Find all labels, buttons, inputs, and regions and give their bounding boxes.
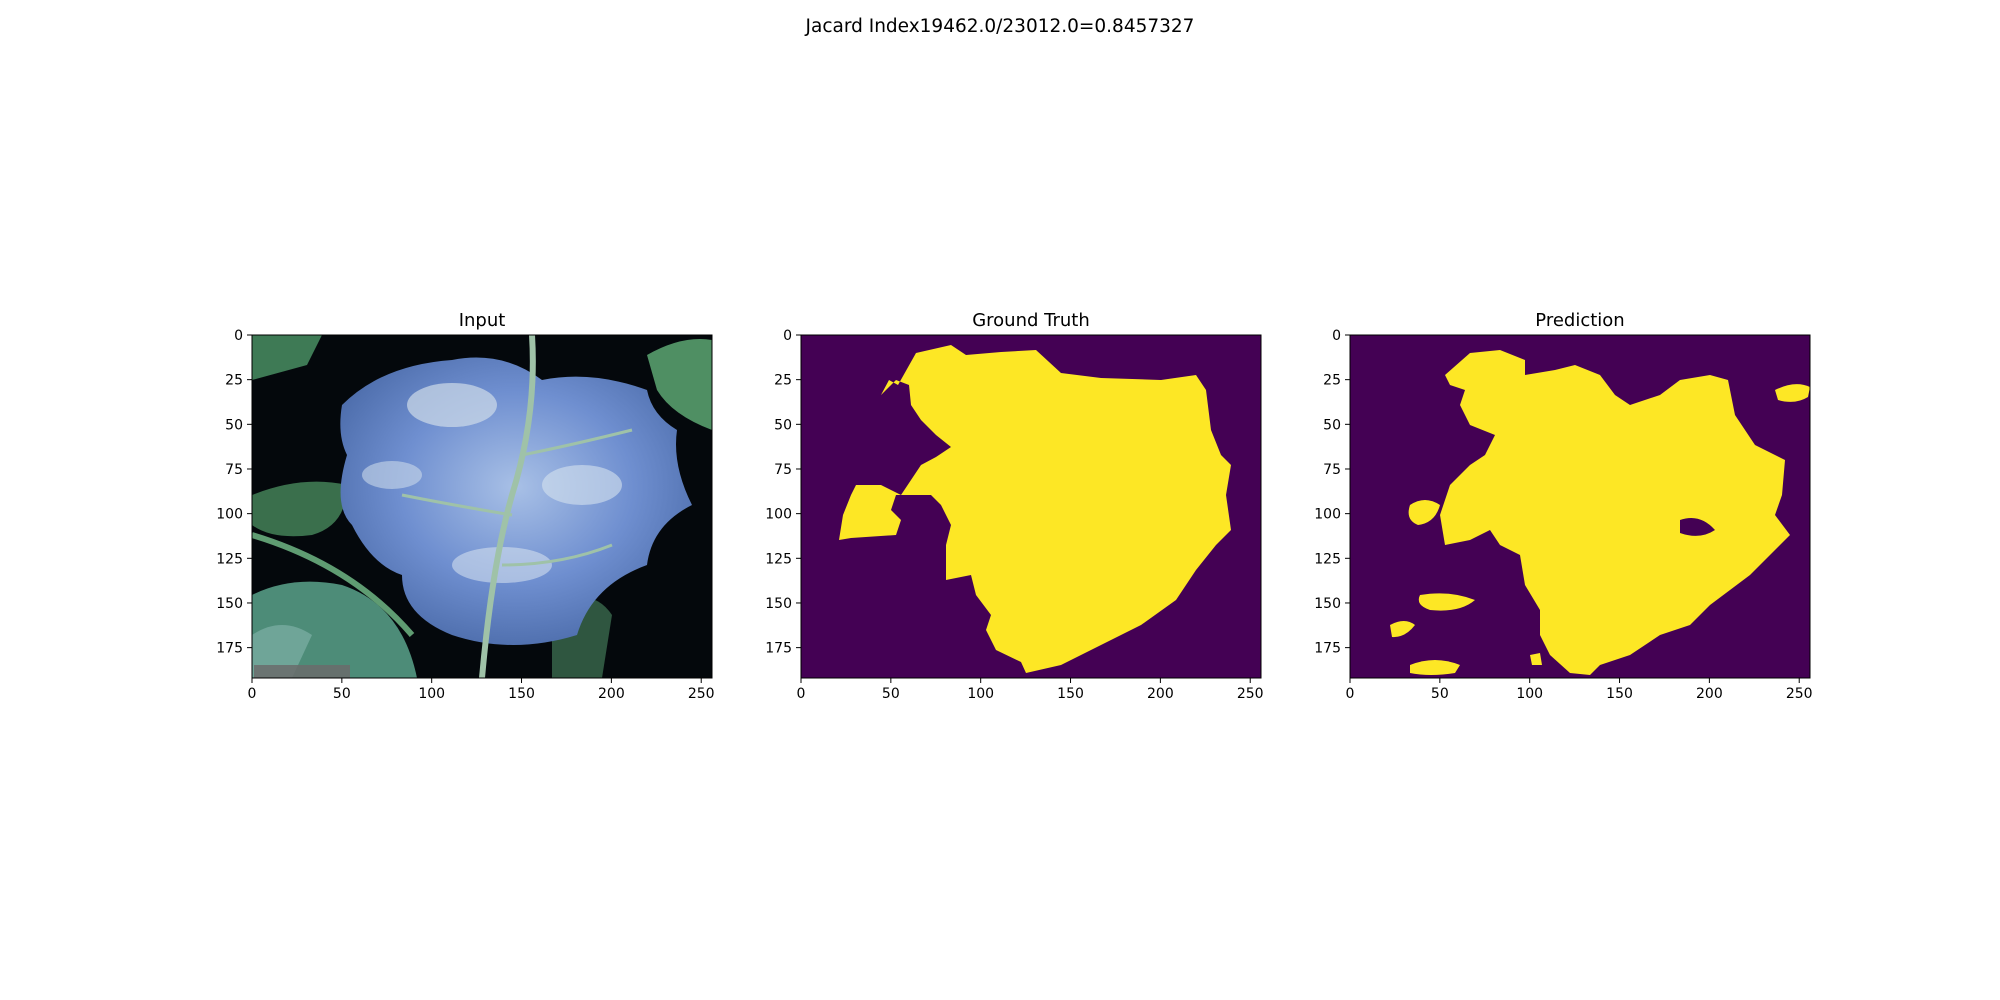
prediction-mask [1440,350,1790,675]
prediction-y-tick-label: 0 [1332,328,1341,344]
ground-truth-x-tick-label: 0 [797,686,806,702]
ground-truth-y-tick-label: 125 [765,551,792,567]
prediction-panel-title: Prediction [1535,310,1625,331]
prediction-blob-left [1408,500,1440,525]
prediction-axes: 0 50 100 150 200 250 0 25 50 75 100 125 150 175 [1314,328,1812,702]
ground-truth-axes-frame [800,334,1262,679]
ground-truth-x-ticks: 0 50 100 150 200 250 [797,678,1264,702]
ground-truth-x-tick-label: 100 [967,686,994,702]
figure-title: Jacard Index19462.0/23012.0=0.8457327 [805,16,1195,37]
prediction-x-ticks: 0 50 100 150 200 250 [1346,678,1813,702]
ground-truth-y-tick-label: 50 [774,417,792,433]
ground-truth-mask [839,345,1231,673]
ground-truth-axes: 0 50 100 150 200 250 0 25 50 75 100 125 150 175 [765,328,1263,702]
input-y-tick-label: 125 [216,551,243,567]
ground-truth-y-tick-label: 0 [783,328,792,344]
input-x-ticks: 0 50 100 150 200 250 [248,678,715,702]
prediction-x-tick-label: 200 [1696,686,1723,702]
ground-truth-x-tick-label: 250 [1237,686,1264,702]
prediction-y-tick-label: 50 [1323,417,1341,433]
input-y-ticks: 0 25 50 75 100 125 150 175 [216,328,252,657]
prediction-blob-right [1775,384,1810,402]
input-image [252,335,712,678]
input-axes: 0 50 100 150 200 250 0 25 50 75 100 125 150 175 [216,328,714,702]
ground-truth-y-tick-label: 100 [765,507,792,523]
prediction-blob-small [1530,653,1542,665]
input-panel-title: Input [458,310,506,331]
input-x-tick-label: 150 [508,686,535,702]
ground-truth-y-ticks: 0 25 50 75 100 125 150 175 [765,328,801,657]
input-x-tick-label: 250 [688,686,715,702]
prediction-y-tick-label: 150 [1314,596,1341,612]
ground-truth-x-tick-label: 50 [882,686,900,702]
prediction-axes-frame [1349,334,1811,679]
prediction-y-ticks: 0 25 50 75 100 125 150 175 [1314,328,1350,657]
input-y-tick-label: 175 [216,641,243,657]
prediction-panel: Prediction 0 50 100 150 200 250 0 25 50 75 100 125… [1314,310,1812,702]
prediction-y-tick-label: 100 [1314,507,1341,523]
input-x-tick-label: 50 [333,686,351,702]
prediction-blob-low [1390,621,1415,638]
prediction-x-tick-label: 150 [1606,686,1633,702]
ground-truth-y-tick-label: 75 [774,462,792,478]
input-axes-frame [251,334,713,679]
ground-truth-x-tick-label: 200 [1147,686,1174,702]
prediction-y-tick-label: 175 [1314,641,1341,657]
input-y-tick-label: 75 [225,462,243,478]
prediction-blob-bottom [1410,660,1460,675]
ground-truth-panel: Ground Truth 0 50 100 150 200 250 0 25 50 75 100 1… [765,310,1263,702]
ground-truth-y-tick-label: 150 [765,596,792,612]
prediction-y-tick-label: 125 [1314,551,1341,567]
prediction-y-tick-label: 25 [1323,373,1341,389]
ground-truth-y-tick-label: 25 [774,373,792,389]
input-x-tick-label: 200 [598,686,625,702]
input-y-tick-label: 50 [225,417,243,433]
input-y-tick-label: 0 [234,328,243,344]
prediction-x-tick-label: 250 [1786,686,1813,702]
input-y-tick-label: 150 [216,596,243,612]
prediction-y-tick-label: 75 [1323,462,1341,478]
prediction-x-tick-label: 50 [1431,686,1449,702]
prediction-blob-mid [1418,593,1475,611]
input-y-tick-label: 100 [216,507,243,523]
ground-truth-x-tick-label: 150 [1057,686,1084,702]
input-x-tick-label: 0 [248,686,257,702]
input-panel: Input [216,310,714,702]
ground-truth-y-tick-label: 175 [765,641,792,657]
prediction-x-tick-label: 0 [1346,686,1355,702]
input-y-tick-label: 25 [225,373,243,389]
input-x-tick-label: 100 [418,686,445,702]
prediction-x-tick-label: 100 [1516,686,1543,702]
ground-truth-panel-title: Ground Truth [972,310,1090,331]
